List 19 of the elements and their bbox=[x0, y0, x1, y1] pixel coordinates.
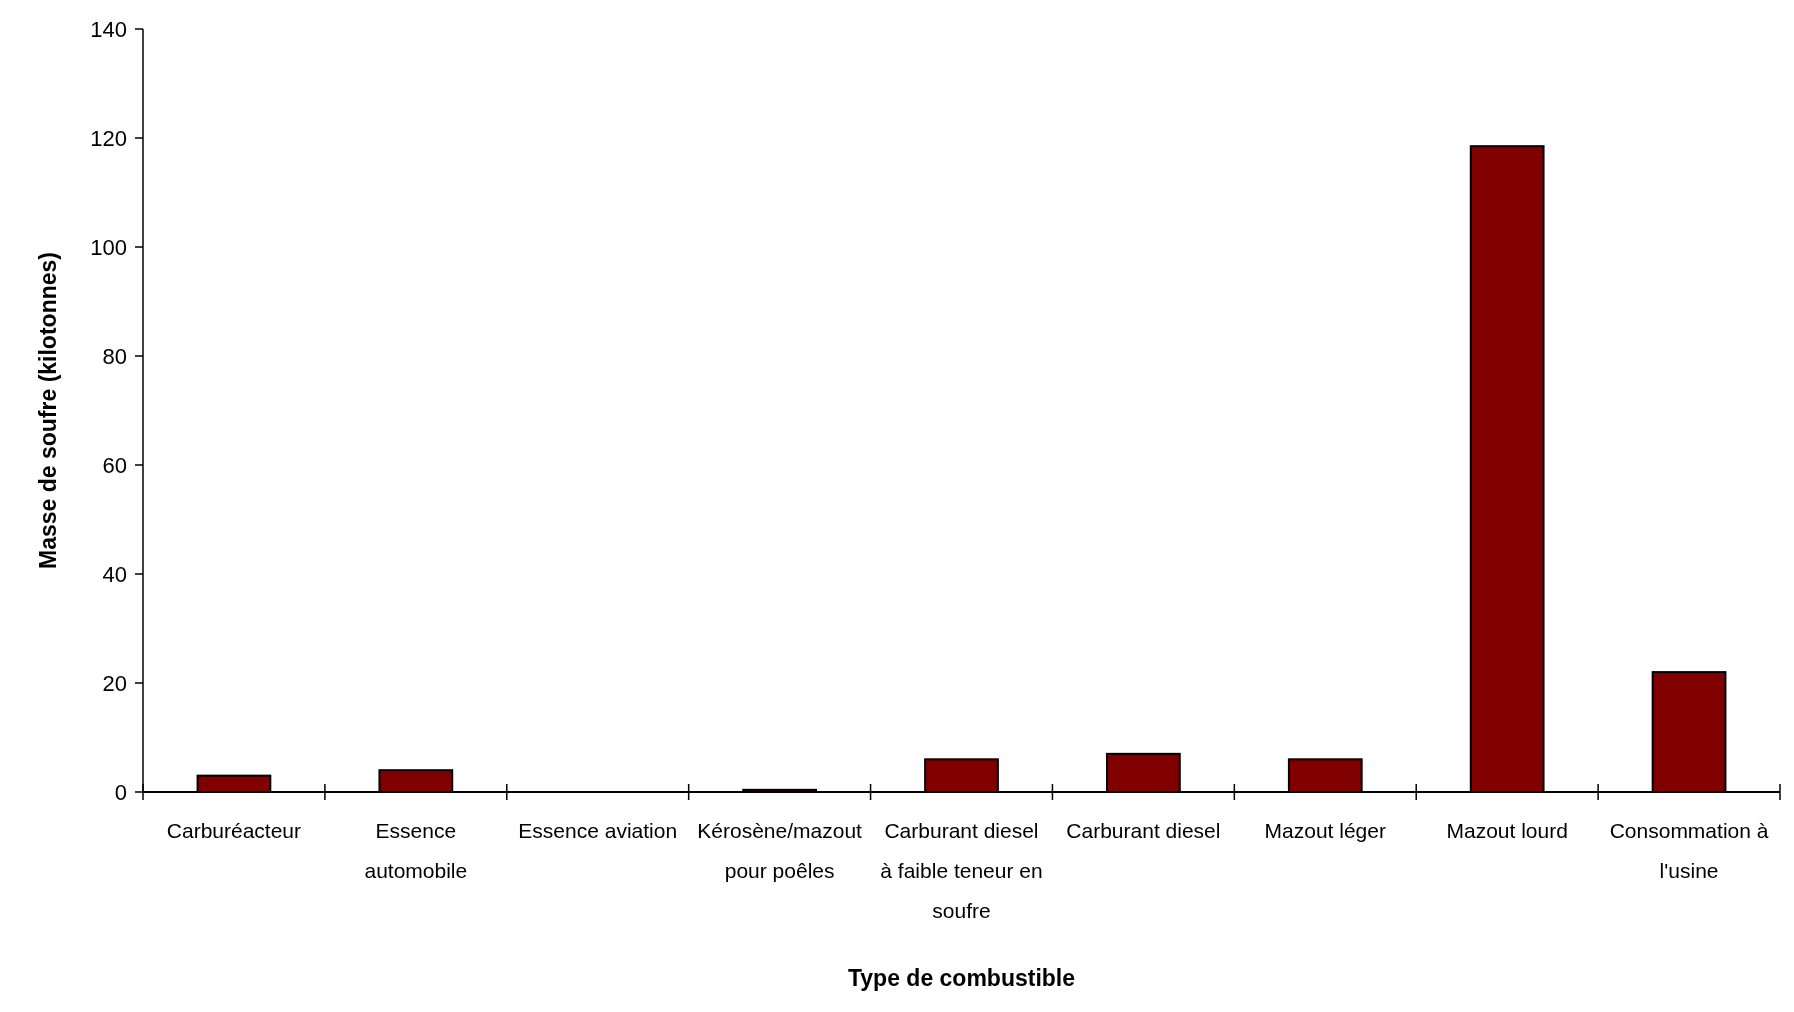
x-tick-label: Carburant diesel bbox=[1066, 819, 1221, 842]
y-tick-label: 40 bbox=[102, 561, 127, 587]
x-axis-title: Type de combustible bbox=[847, 965, 1076, 991]
y-tick-label: 100 bbox=[90, 234, 127, 260]
x-tick-label: Carburéacteur bbox=[166, 819, 302, 842]
y-tick-label: 140 bbox=[90, 16, 127, 42]
x-tick-label: Mazout léger bbox=[1264, 819, 1386, 842]
y-axis-title: Masse de soufre (kilotonnes) bbox=[35, 252, 61, 569]
x-tick-label: Kérosène/mazout pour poêles bbox=[697, 819, 863, 882]
x-tick-label: Essence aviation bbox=[518, 819, 678, 842]
y-tick-label: 120 bbox=[90, 125, 127, 151]
x-tick-label: Consommation à l'usine bbox=[1609, 819, 1769, 882]
x-tick-label: Essence automobile bbox=[364, 819, 468, 882]
y-tick-label: 80 bbox=[102, 343, 127, 369]
y-tick-label: 60 bbox=[102, 452, 127, 478]
x-tick-label: Carburant diesel à faible teneur en soufre bbox=[880, 819, 1043, 922]
y-tick-label: 20 bbox=[102, 670, 127, 696]
y-tick-label: 0 bbox=[114, 779, 127, 805]
x-tick-label: Mazout lourd bbox=[1446, 819, 1568, 842]
